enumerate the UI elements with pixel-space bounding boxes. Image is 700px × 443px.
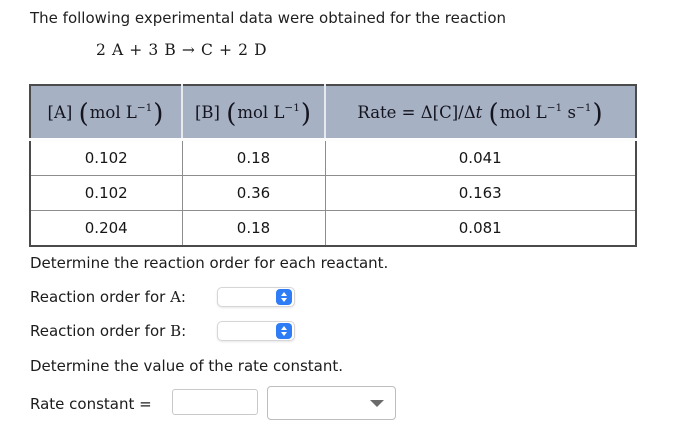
- dropdown-arrow-icon: [370, 399, 384, 407]
- col-header-a: [A] (mol L−1): [30, 85, 183, 141]
- table-row: 0.102 0.18 0.041: [29, 139, 637, 176]
- order-a-label: Reaction order for A:: [30, 288, 186, 306]
- table-cell: 0.102: [29, 175, 183, 211]
- table-cell: 0.36: [181, 175, 326, 211]
- rate-constant-label: Rate constant =: [30, 395, 152, 413]
- order-a-select[interactable]: [217, 287, 295, 307]
- rate-units-dropdown[interactable]: [267, 386, 396, 420]
- order-b-select[interactable]: [217, 321, 295, 341]
- table-row: 0.204 0.18 0.081: [29, 210, 637, 247]
- up-down-chevrons-icon: [276, 323, 292, 339]
- prompt-rate-constant: Determine the value of the rate constant…: [30, 357, 344, 375]
- table-cell: 0.081: [324, 210, 637, 247]
- table-header-row: [A] (mol L−1) [B] (mol L−1) Rate = Δ[C]/…: [30, 85, 636, 141]
- table-cell: 0.102: [29, 139, 183, 176]
- table-cell: 0.18: [181, 210, 326, 247]
- col-header-b: [B] (mol L−1): [182, 85, 326, 141]
- table-cell: 0.163: [324, 175, 637, 211]
- table-cell: 0.204: [29, 210, 183, 247]
- table-body: 0.102 0.18 0.041 0.102 0.36 0.163 0.204 0.18 0.0…: [29, 139, 637, 247]
- up-down-chevrons-icon: [276, 289, 292, 305]
- col-header-rate: Rate = Δ[C]/Δt (mol L−1 s−1): [325, 85, 636, 141]
- table-cell: 0.18: [181, 139, 326, 176]
- page-title: The following experimental data were obt…: [30, 9, 507, 27]
- table-row: 0.102 0.36 0.163: [29, 175, 637, 211]
- rate-constant-input[interactable]: [172, 389, 258, 415]
- prompt-reaction-orders: Determine the reaction order for each re…: [30, 254, 389, 272]
- data-table: [A] (mol L−1) [B] (mol L−1) Rate = Δ[C]/…: [29, 84, 637, 247]
- order-b-label: Reaction order for B:: [30, 322, 187, 340]
- reaction-equation: 2 A + 3 B → C + 2 D: [96, 41, 268, 59]
- table-cell: 0.041: [324, 139, 637, 176]
